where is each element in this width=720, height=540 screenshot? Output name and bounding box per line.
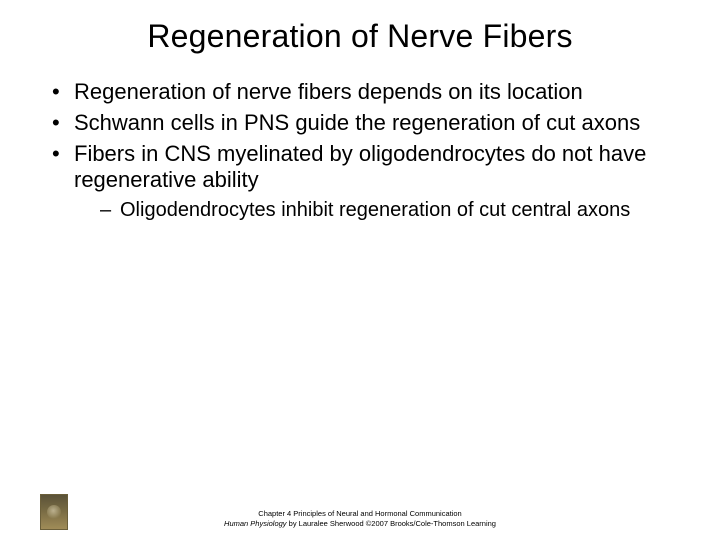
- bullet-item: Schwann cells in PNS guide the regenerat…: [48, 110, 680, 137]
- bullet-text: Regeneration of nerve fibers depends on …: [74, 79, 583, 104]
- bullet-text: Fibers in CNS myelinated by oligodendroc…: [74, 141, 646, 193]
- footer-citation: Human Physiology by Lauralee Sherwood ©2…: [0, 519, 720, 528]
- slide-footer: Chapter 4 Principles of Neural and Hormo…: [0, 509, 720, 528]
- bullet-item: Regeneration of nerve fibers depends on …: [48, 79, 680, 106]
- sub-bullet-item: Oligodendrocytes inhibit regeneration of…: [98, 198, 680, 222]
- sub-bullet-list: Oligodendrocytes inhibit regeneration of…: [74, 198, 680, 222]
- sub-bullet-text: Oligodendrocytes inhibit regeneration of…: [120, 199, 630, 221]
- bullet-text: Schwann cells in PNS guide the regenerat…: [74, 110, 640, 135]
- slide-title: Regeneration of Nerve Fibers: [40, 18, 680, 55]
- footer-book-title: Human Physiology: [224, 519, 287, 528]
- bullet-item: Fibers in CNS myelinated by oligodendroc…: [48, 141, 680, 223]
- footer-rest: by Lauralee Sherwood ©2007 Brooks/Cole-T…: [287, 519, 496, 528]
- bullet-list: Regeneration of nerve fibers depends on …: [40, 79, 680, 223]
- footer-chapter: Chapter 4 Principles of Neural and Hormo…: [0, 509, 720, 518]
- slide: Regeneration of Nerve Fibers Regeneratio…: [0, 0, 720, 540]
